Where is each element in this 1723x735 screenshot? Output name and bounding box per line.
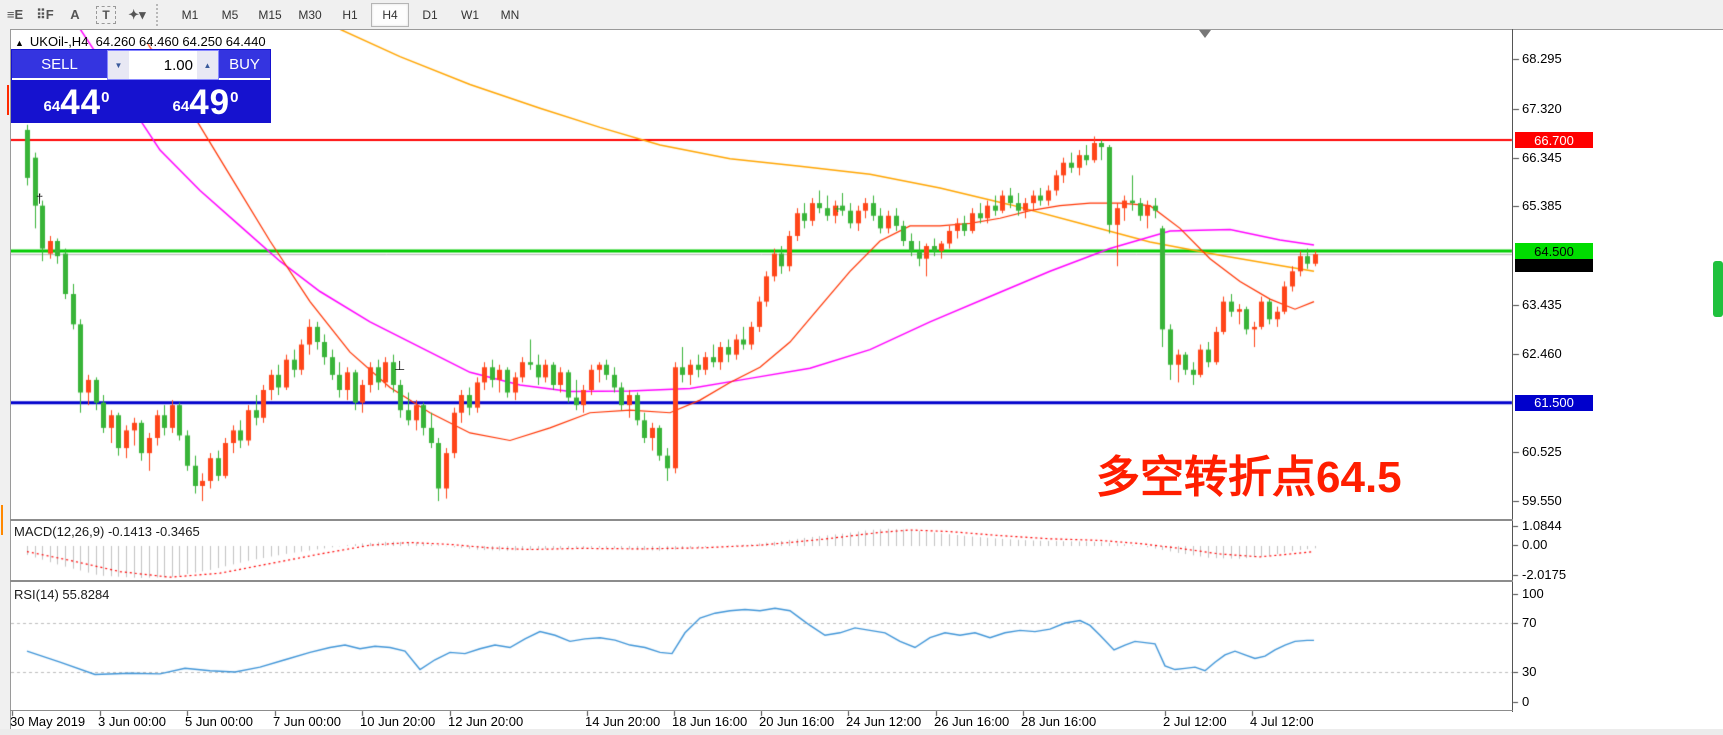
- price-tick-label: 68.295: [1522, 51, 1562, 67]
- tf-button-MN[interactable]: MN: [500, 7, 520, 22]
- ask-big-digits: 49: [189, 83, 231, 122]
- chart-title: ▲ UKOil-,H4 64.260 64.460 64.250 64.440: [15, 34, 266, 49]
- macd-axis-label: 0.00: [1522, 537, 1548, 552]
- rsi-axis-label: 0: [1522, 694, 1530, 709]
- chart-object-marker: †: [36, 191, 44, 207]
- chart-text-annotation: 多空转折点64.5: [1096, 453, 1402, 502]
- ask-prefix: 64: [172, 98, 190, 115]
- tf-button-D1[interactable]: D1: [422, 7, 438, 22]
- price-tick-label: 65.385: [1522, 198, 1562, 214]
- price-tick-label: 60.525: [1522, 443, 1562, 459]
- bid-price: 64 44 0: [12, 80, 141, 122]
- volume-spinner: ▼ 1.00 ▲: [107, 50, 219, 80]
- current-price-label: [1515, 259, 1593, 273]
- tf-button-M1[interactable]: M1: [181, 7, 199, 22]
- time-axis-label: 10 Jun 20:00: [360, 714, 436, 729]
- left-gutter-red-mark: [7, 85, 9, 115]
- right-edge-green-bar: [1713, 261, 1723, 317]
- macd-axis-label: 1.0844: [1522, 518, 1562, 533]
- time-axis-label: 5 Jun 00:00: [185, 714, 253, 729]
- left-gutter-orange-mark: [1, 505, 3, 535]
- tf-button-M30[interactable]: M30: [298, 7, 322, 22]
- price-tick-label: 67.320: [1522, 100, 1562, 116]
- rsi-axis-label: 70: [1522, 615, 1537, 630]
- volume-input[interactable]: 1.00: [163, 56, 193, 74]
- chart-object-marker: +: [834, 201, 842, 217]
- time-axis-label: 28 Jun 16:00: [1021, 714, 1097, 729]
- time-axis-label: 4 Jul 12:00: [1250, 714, 1314, 729]
- time-axis-label: 24 Jun 12:00: [846, 714, 922, 729]
- chart-object-marker: ⊥: [394, 357, 406, 373]
- bid-prefix: 64: [43, 98, 61, 115]
- tf-button-M15[interactable]: M15: [258, 7, 282, 22]
- ohlc-values: 64.260 64.460 64.250 64.440: [95, 34, 266, 49]
- tf-button-H1[interactable]: H1: [342, 7, 358, 22]
- sell-button[interactable]: SELL: [12, 50, 107, 80]
- tf-button-H4[interactable]: H4: [371, 2, 409, 27]
- text-box-icon[interactable]: T: [96, 5, 116, 24]
- rsi-axis-label: 30: [1522, 664, 1537, 679]
- time-axis-label: 20 Jun 16:00: [759, 714, 835, 729]
- time-axis-label: 3 Jun 00:00: [98, 714, 166, 729]
- macd-axis-label: -2.0175: [1522, 567, 1567, 582]
- price-tick-label: 63.435: [1522, 296, 1562, 312]
- panel-separator: [10, 710, 1513, 711]
- price-tick-label: 66.345: [1522, 149, 1562, 165]
- price-tick-label: 62.460: [1522, 346, 1562, 362]
- objects-icon[interactable]: ✦▾: [128, 6, 146, 22]
- toolbar: ≡E ⠿F A T ✦▾ M1 M5 M15 M30 H1 H4 D1 W1 MN: [0, 0, 1723, 30]
- time-axis-label: 2 Jul 12:00: [1163, 714, 1227, 729]
- rsi-label: RSI(14) 55.8284: [14, 587, 110, 602]
- window-bottom-edge: [0, 729, 1723, 735]
- price-line-label: 61.500: [1515, 394, 1593, 411]
- ask-price: 64 49 0: [141, 80, 270, 122]
- bid-sup-digit: 0: [101, 89, 110, 106]
- left-gutter: [0, 29, 11, 735]
- time-axis-label: 7 Jun 00:00: [273, 714, 341, 729]
- symbol-period: UKOil-,H4: [29, 34, 89, 49]
- time-axis-label: 14 Jun 20:00: [585, 714, 661, 729]
- macd-label: MACD(12,26,9) -0.1413 -0.3465: [14, 524, 200, 539]
- price-tick-label: 59.550: [1522, 493, 1562, 509]
- volume-increase-button[interactable]: ▲: [197, 51, 218, 79]
- tf-button-M5[interactable]: M5: [221, 7, 239, 22]
- time-axis-label: 26 Jun 16:00: [934, 714, 1010, 729]
- indicators-icon[interactable]: ≡E: [6, 7, 24, 22]
- tf-button-W1[interactable]: W1: [461, 7, 479, 22]
- axis-separator: [1512, 29, 1513, 712]
- rsi-axis-label: 100: [1522, 586, 1544, 601]
- collapse-panel-icon[interactable]: ▲: [15, 38, 24, 48]
- time-axis-label: 30 May 2019: [10, 714, 86, 729]
- text-label-icon[interactable]: A: [70, 7, 80, 22]
- toolbar-separator: [156, 3, 164, 26]
- bid-big-digits: 44: [60, 83, 102, 122]
- chart-top-border: [10, 29, 1723, 30]
- ask-sup-digit: 0: [230, 89, 239, 106]
- price-line-label: 66.700: [1515, 132, 1593, 148]
- buy-button[interactable]: BUY: [219, 50, 270, 80]
- grid-icon[interactable]: ⠿F: [36, 6, 54, 22]
- time-axis-label: 18 Jun 16:00: [672, 714, 748, 729]
- volume-decrease-button[interactable]: ▼: [108, 51, 129, 79]
- panel-separator[interactable]: [10, 580, 1513, 582]
- time-axis-label: 12 Jun 20:00: [448, 714, 524, 729]
- price-line-label: 64.500: [1515, 243, 1593, 260]
- panel-separator[interactable]: [10, 519, 1513, 521]
- one-click-trading-panel: SELL ▼ 1.00 ▲ BUY 64 44 0 64 49 0: [12, 50, 270, 122]
- chart-shift-marker: [1199, 30, 1211, 38]
